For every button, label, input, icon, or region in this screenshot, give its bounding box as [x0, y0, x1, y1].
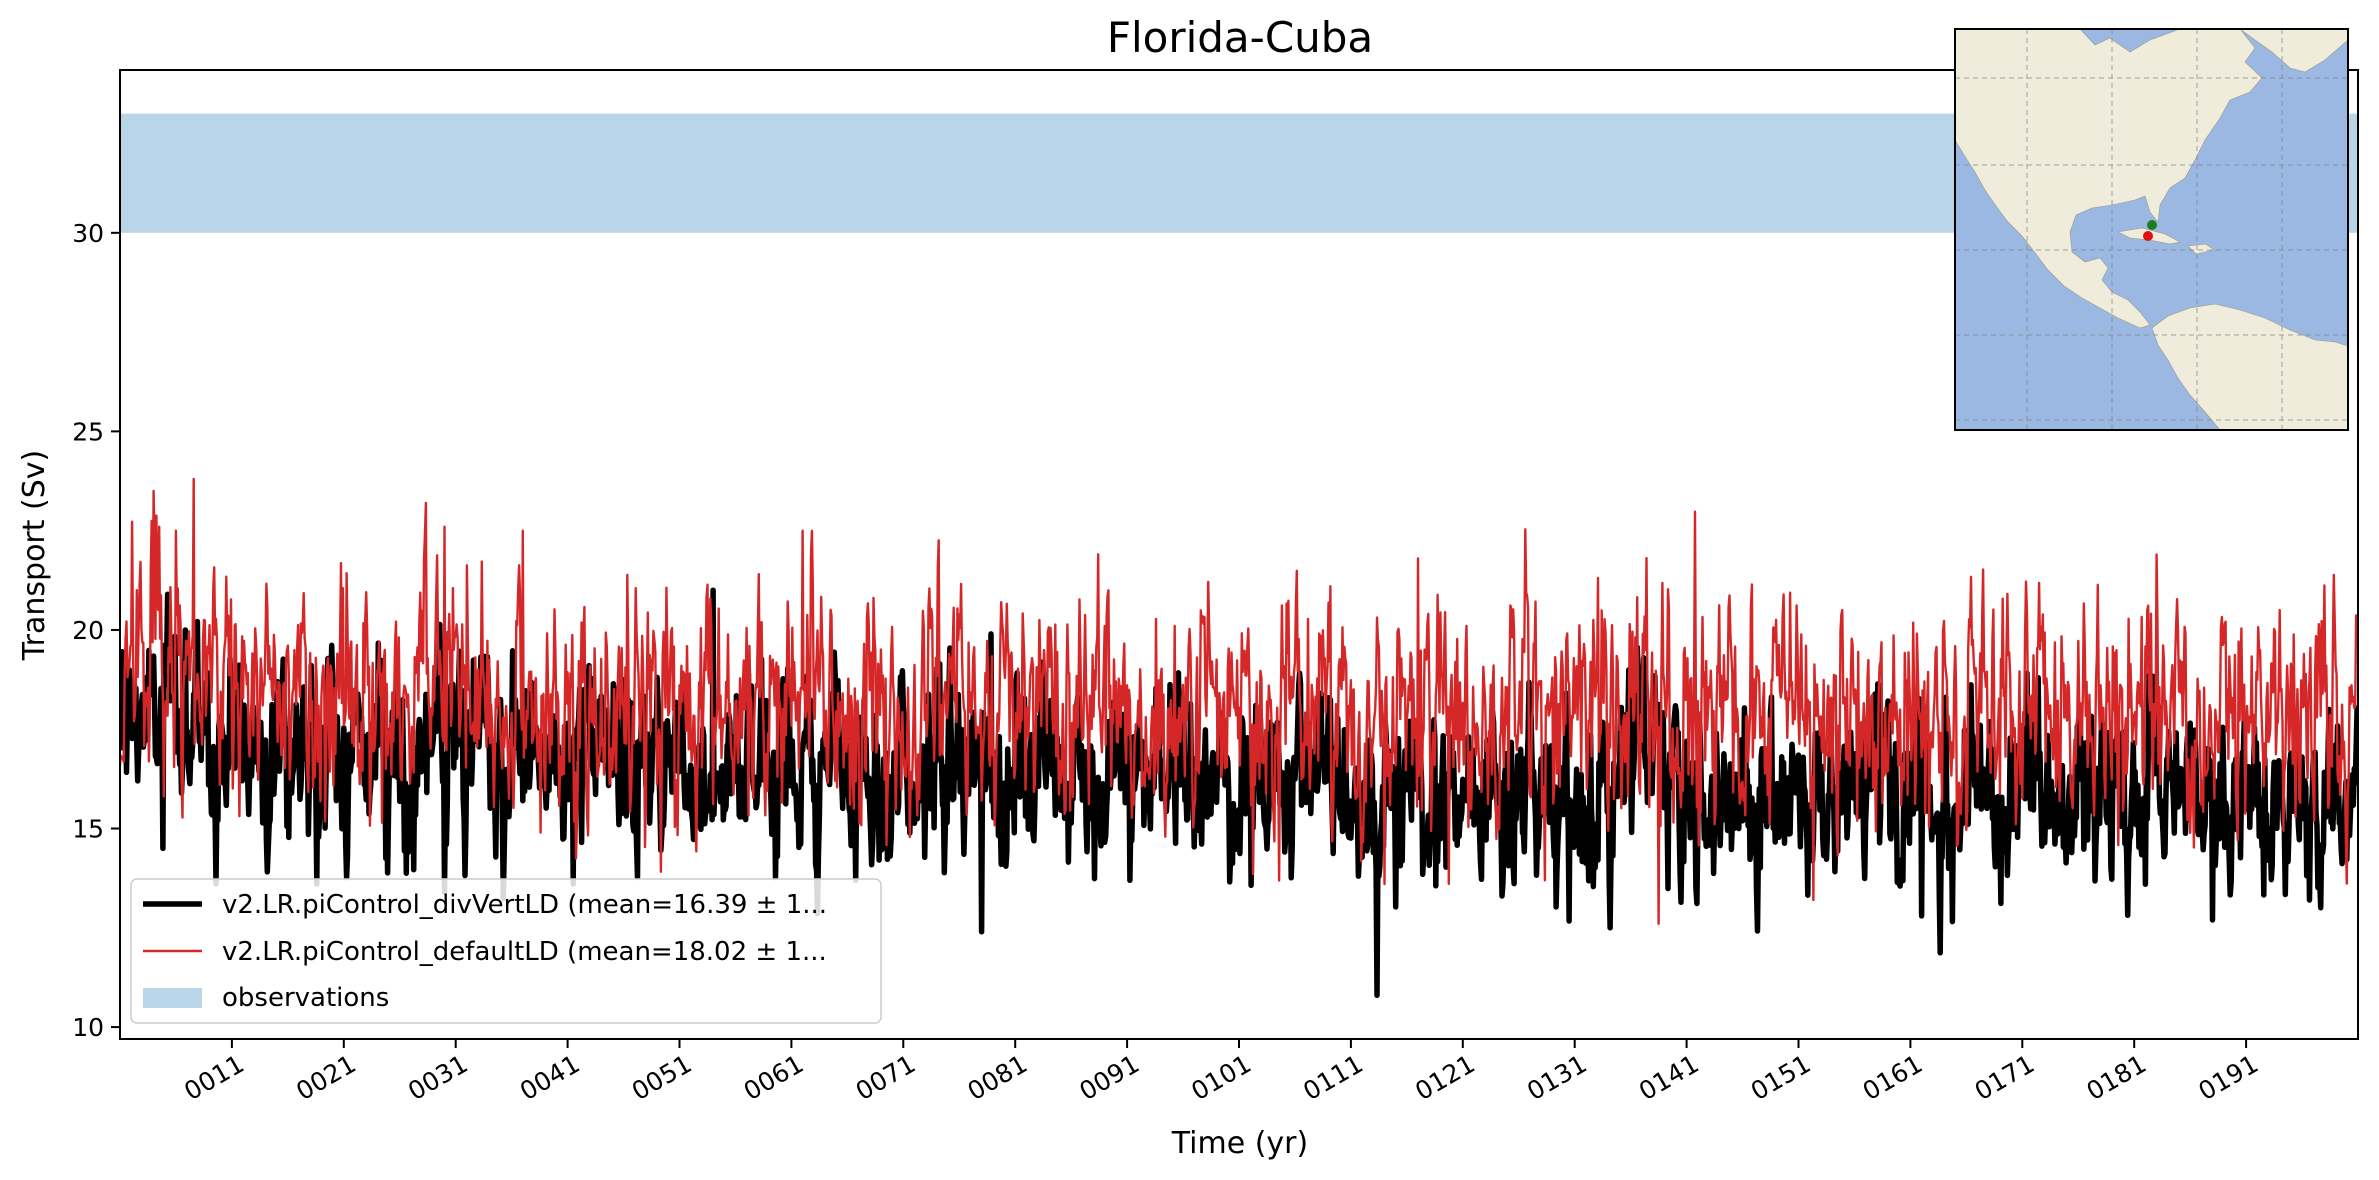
x-tick-label: 0051 [627, 1049, 697, 1106]
legend-box [130, 878, 882, 1024]
x-tick-label: 0021 [291, 1049, 361, 1106]
x-tick-label: 0071 [851, 1049, 921, 1106]
map-land-north-america [1955, 29, 2263, 329]
legend-swatch-observations [143, 988, 202, 1008]
y-tick-label: 25 [72, 417, 104, 446]
x-tick-label: 0151 [1746, 1049, 1816, 1106]
legend-label-defaultLD: v2.LR.piControl_defaultLD (mean=18.02 ± … [222, 937, 827, 967]
legend-label-observations: observations [222, 983, 389, 1013]
x-tick-label: 0031 [403, 1049, 473, 1106]
x-tick-label: 0091 [1074, 1049, 1144, 1106]
map-marker-start [2147, 220, 2157, 230]
y-tick-label: 30 [72, 219, 104, 248]
x-tick-label: 0111 [1298, 1049, 1368, 1106]
chart-title: Florida-Cuba [1107, 13, 1373, 62]
legend: v2.LR.piControl_divVertLD (mean=16.39 ± … [130, 878, 882, 1024]
x-tick-label: 0131 [1522, 1049, 1592, 1106]
map-marker-end [2143, 231, 2153, 241]
x-tick-label: 0041 [515, 1049, 585, 1106]
map-land-greenland [2239, 29, 2348, 73]
y-tick-label: 15 [72, 815, 104, 844]
x-tick-label: 0171 [1970, 1049, 2040, 1106]
x-axis: 0011 0021 0031 0041 0051 0061 0071 0081 0091 0101… [179, 1039, 2263, 1106]
y-tick-label: 20 [72, 616, 104, 645]
x-tick-label: 0101 [1186, 1049, 1256, 1106]
legend-label-divVertLD: v2.LR.piControl_divVertLD (mean=16.39 ± … [222, 890, 827, 920]
x-tick-label: 0121 [1410, 1049, 1480, 1106]
y-axis-title: Transport (Sv) [17, 450, 52, 662]
map-land-hispaniola [2187, 243, 2215, 255]
x-tick-label: 0141 [1634, 1049, 1704, 1106]
x-tick-label: 0061 [739, 1049, 809, 1106]
x-axis-title: Time (yr) [1171, 1126, 1308, 1161]
inset-map-frame [1954, 28, 2349, 431]
y-tick-label: 10 [72, 1013, 104, 1042]
x-tick-label: 0011 [179, 1049, 249, 1106]
inset-map [1954, 28, 2349, 431]
series-line-defaultLD [120, 477, 2358, 925]
x-tick-label: 0081 [963, 1049, 1033, 1106]
x-tick-label: 0181 [2082, 1049, 2152, 1106]
x-tick-label: 0161 [1858, 1049, 1928, 1106]
y-axis: 10 15 20 25 30 [72, 219, 120, 1042]
x-tick-label: 0191 [2193, 1049, 2263, 1106]
